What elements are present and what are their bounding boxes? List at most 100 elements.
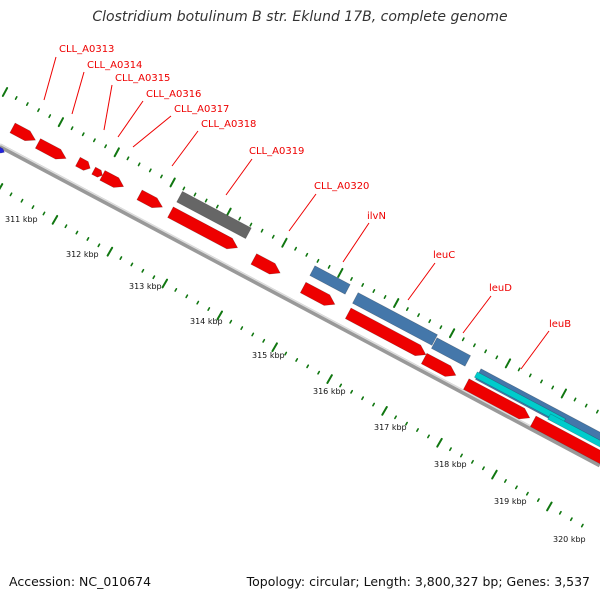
label-cll-a0315[interactable]: CLL_A0315 — [115, 73, 170, 84]
gene-labels[interactable]: CLL_A0313 CLL_A0314 CLL_A0315 CLL_A0316 CLL_… — [59, 44, 571, 330]
label-ilvn[interactable]: ilvN — [367, 211, 386, 222]
gene-cll-a0318[interactable] — [136, 189, 164, 209]
inner-tick — [372, 402, 376, 407]
inner-tick — [416, 428, 419, 432]
gene-ilvn-box[interactable] — [309, 265, 351, 295]
gene-leub[interactable] — [462, 378, 531, 420]
outer-tick — [57, 117, 65, 128]
outer-tick — [560, 388, 567, 399]
inner-tick — [75, 230, 79, 235]
gene-leud[interactable] — [420, 352, 457, 377]
outer-tick — [25, 102, 29, 107]
label-cll-a0317[interactable]: CLL_A0317 — [174, 104, 229, 115]
label-leader-lines — [43, 56, 550, 370]
inner-tick — [119, 256, 123, 260]
outer-tick — [372, 289, 376, 293]
inner-tick — [240, 326, 244, 331]
gene-cll-a0316[interactable] — [91, 166, 103, 178]
inner-tick — [185, 294, 189, 299]
inner-tick — [350, 389, 354, 394]
inner-tick — [514, 485, 518, 490]
outer-tick — [439, 325, 443, 330]
backbone-line — [0, 143, 600, 468]
inner-tick — [381, 406, 388, 416]
inner-tick — [394, 415, 398, 420]
backbone-highlight — [0, 143, 600, 464]
inner-tick — [326, 374, 333, 384]
label-cll-a0316[interactable]: CLL_A0316 — [146, 89, 201, 100]
inner-tick — [262, 338, 266, 343]
label-cll-a0320[interactable]: CLL_A0320 — [314, 181, 369, 192]
gene-next-red[interactable] — [529, 415, 600, 468]
kbp-label-314: 314 kbp — [190, 317, 223, 326]
outer-tick — [361, 283, 365, 287]
gene-cll-a0320-lower[interactable] — [167, 206, 239, 250]
gene-cll-a0317[interactable] — [99, 170, 125, 188]
outer-tick — [260, 228, 264, 233]
inner-tick — [339, 383, 343, 388]
kbp-label-317: 317 kbp — [374, 423, 407, 432]
outer-tick — [327, 264, 331, 269]
inner-tick — [31, 205, 35, 210]
label-leub[interactable]: leuB — [549, 319, 571, 330]
label-cll-a0319[interactable]: CLL_A0319 — [249, 146, 304, 157]
inner-tick — [152, 275, 156, 280]
inner-tick — [405, 421, 408, 426]
label-cll-a0314[interactable]: CLL_A0314 — [87, 60, 142, 71]
outer-tick — [428, 319, 432, 324]
label-cll-a0313[interactable]: CLL_A0313 — [59, 44, 114, 55]
outer-tick — [393, 298, 400, 309]
label-leuc[interactable]: leuC — [433, 250, 455, 261]
outer-tick — [473, 343, 476, 348]
inner-tick — [141, 268, 145, 273]
inner-tick — [207, 307, 211, 311]
gene-cll-a0313[interactable] — [9, 122, 37, 142]
outer-tick — [148, 168, 152, 173]
outer-tick — [126, 156, 130, 161]
leader-cll-a0317 — [132, 115, 172, 148]
inner-tick-ring — [0, 183, 584, 528]
gene-leud-box[interactable] — [430, 337, 472, 367]
inner-tick — [161, 278, 169, 289]
outer-tick — [160, 174, 163, 179]
label-cll-a0318[interactable]: CLL_A0318 — [201, 119, 256, 130]
outer-tick — [305, 252, 309, 257]
genome-summary-text: Topology: circular; Length: 3,800,327 bp… — [246, 574, 590, 589]
label-leud[interactable]: leuD — [489, 283, 512, 294]
outer-tick — [350, 276, 353, 281]
leader-cll-a0313 — [43, 56, 57, 101]
outer-tick — [249, 222, 253, 227]
outer-tick — [540, 379, 543, 384]
inner-tick — [471, 459, 474, 464]
outer-tick — [215, 204, 219, 209]
inner-tick — [130, 262, 134, 267]
outer-tick — [517, 367, 521, 372]
inner-tick — [284, 351, 288, 356]
kbp-label-320: 320 kbp — [553, 535, 586, 544]
inner-tick — [251, 332, 255, 337]
leader-cll-a0315 — [103, 84, 113, 131]
kbp-label-311: 311 kbp — [5, 215, 38, 224]
map-title: Clostridium botulinum B str. Eklund 17B,… — [92, 9, 508, 25]
outer-tick — [169, 177, 176, 188]
gene-cll-a0315[interactable] — [75, 156, 91, 171]
gene-features[interactable] — [0, 122, 600, 468]
outer-tick — [584, 403, 588, 408]
outer-tick — [37, 108, 40, 113]
outer-tick — [383, 295, 387, 299]
gene-ilvn[interactable] — [299, 281, 336, 306]
gene-cll-a0320[interactable] — [250, 253, 281, 275]
gene-leuc-box[interactable] — [352, 292, 438, 346]
outer-tick — [316, 258, 320, 263]
gene-leuc[interactable] — [344, 307, 427, 357]
outer-tick — [182, 186, 186, 191]
gene-cll-a0319[interactable] — [176, 190, 252, 240]
inner-tick — [491, 469, 498, 480]
gene-cll-a0314[interactable] — [34, 138, 67, 160]
gene-edge-blue[interactable] — [0, 145, 5, 154]
outer-tick — [417, 313, 420, 318]
gene-next-cyan[interactable] — [547, 413, 600, 452]
kbp-label-319: 319 kbp — [494, 497, 527, 506]
inner-tick — [174, 287, 178, 292]
